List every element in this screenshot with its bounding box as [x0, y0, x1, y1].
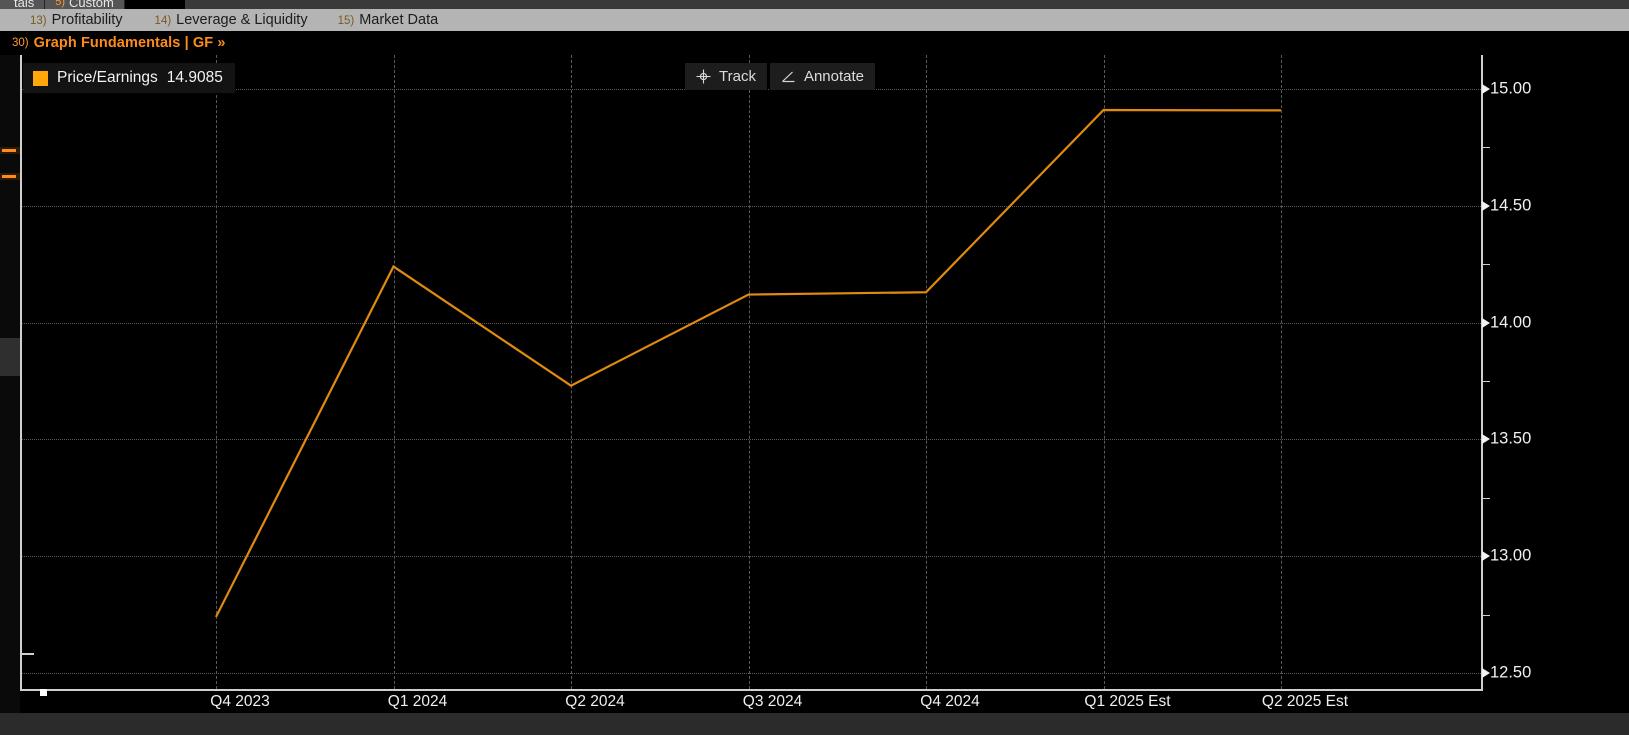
y-axis-label: 14.00	[1490, 313, 1532, 332]
chart-legend[interactable]: Price/Earnings 14.9085	[23, 63, 235, 93]
left-rail-marker-1	[0, 147, 20, 154]
y-axis-minor-tick	[1483, 614, 1490, 616]
left-rail	[0, 55, 20, 727]
page-title[interactable]: Graph Fundamentals | GF »	[33, 35, 226, 51]
menu-item-market-data[interactable]: 15) Market Data	[338, 12, 439, 28]
grid-line-horizontal	[22, 673, 1481, 674]
x-axis-label: Q4 2023	[210, 693, 270, 710]
tab-strip-filler	[124, 0, 185, 9]
y-axis-label: 14.50	[1490, 196, 1532, 215]
x-axis-label: Q4 2024	[920, 693, 980, 710]
x-axis-label: Q2 2024	[565, 693, 625, 710]
plot-region: 12.50 13.00 13.50 14.00 14.50 15.00 Q4 2023 Q1…	[20, 55, 1531, 710]
tab-custom[interactable]: 5) Custom	[45, 0, 125, 9]
grid-line-vertical	[748, 55, 750, 689]
price-earnings-line-series	[215, 108, 1282, 618]
grid-line-vertical	[393, 55, 395, 689]
left-rail-block	[0, 338, 20, 376]
y-axis-tick-arrow	[1482, 84, 1490, 94]
grid-line-horizontal	[22, 439, 1481, 441]
track-button-label: Track	[719, 68, 756, 85]
x-axis-label: Q2 2025 Est	[1261, 693, 1349, 710]
tab-strip: tals 5) Custom	[0, 0, 1629, 9]
y-axis-tick-arrow	[1482, 317, 1490, 328]
x-axis-origin-marker	[40, 689, 47, 696]
grid-line-vertical	[216, 55, 217, 689]
y-axis-minor-tick	[1483, 497, 1490, 499]
grid-line-horizontal	[22, 322, 1481, 324]
legend-series-value: 14.9085	[166, 69, 223, 86]
grid-line-horizontal	[22, 556, 1481, 558]
y-axis-tick-arrow	[1482, 551, 1490, 562]
menu-item-profitability-number: 13)	[30, 15, 47, 27]
y-axis-label: 15.00	[1490, 79, 1532, 98]
grid-line-horizontal	[22, 205, 1481, 207]
grid-line-vertical	[1281, 55, 1282, 689]
tab-fundamentals-label: tals	[14, 0, 35, 9]
bottom-status-bar-inner	[0, 713, 1629, 735]
legend-color-swatch	[33, 70, 48, 86]
grid-line-vertical	[926, 55, 927, 689]
chart-area: 12.50 13.00 13.50 14.00 14.50 15.00 Q4 2023 Q1…	[20, 55, 1629, 713]
tab-custom-label: Custom	[69, 0, 114, 9]
grid-line-vertical	[571, 55, 572, 689]
y-axis-tick-arrow	[1482, 434, 1490, 445]
crosshair-icon	[696, 69, 711, 84]
plot-left-border	[20, 55, 22, 691]
bottom-status-bar	[0, 713, 1629, 735]
y-axis-minor-tick	[1483, 381, 1490, 382]
angle-icon	[781, 69, 796, 84]
annotate-button-label: Annotate	[803, 68, 865, 85]
annotate-button[interactable]: Annotate	[769, 63, 876, 90]
y-axis-minor-tick	[1483, 147, 1490, 149]
legend-series-name: Price/Earnings	[57, 69, 158, 86]
y-axis-line	[1481, 55, 1483, 691]
y-axis-label: 12.50	[1490, 663, 1532, 682]
menu-bar: 13) Profitability 14) Leverage & Liquidi…	[0, 9, 1629, 31]
x-axis-label: Q3 2024	[742, 693, 803, 710]
tab-custom-number: 5)	[55, 0, 66, 8]
plot-left-stub	[20, 653, 34, 655]
menu-item-market-data-number: 15)	[337, 15, 355, 27]
x-axis-line	[20, 689, 1481, 691]
y-axis-tick-arrow	[1482, 668, 1490, 678]
y-axis-minor-tick	[1483, 264, 1490, 266]
menu-item-profitability[interactable]: 13) Profitability	[30, 12, 123, 28]
menu-item-leverage-liquidity-number: 14)	[154, 15, 172, 27]
x-axis-label: Q1 2024	[387, 693, 448, 710]
menu-item-market-data-label: Market Data	[359, 12, 439, 28]
x-axis-label: Q1 2025 Est	[1084, 693, 1171, 710]
grid-line-vertical	[1103, 55, 1105, 689]
y-axis-tick-arrow	[1482, 200, 1490, 211]
chart-toolbar: Track Annotate	[685, 63, 876, 90]
menu-item-profitability-label: Profitability	[51, 12, 123, 28]
page-title-number: 30)	[12, 37, 29, 49]
y-axis-label: 13.00	[1490, 546, 1532, 565]
y-axis-label: 13.50	[1490, 429, 1532, 448]
left-rail-marker-2	[0, 173, 20, 180]
title-bar: 30) Graph Fundamentals | GF »	[0, 31, 1629, 55]
menu-item-leverage-liquidity[interactable]: 14) Leverage & Liquidity	[155, 12, 308, 28]
track-button[interactable]: Track	[685, 63, 767, 90]
tab-fundamentals[interactable]: tals	[0, 0, 46, 9]
menu-item-leverage-liquidity-label: Leverage & Liquidity	[176, 12, 308, 28]
